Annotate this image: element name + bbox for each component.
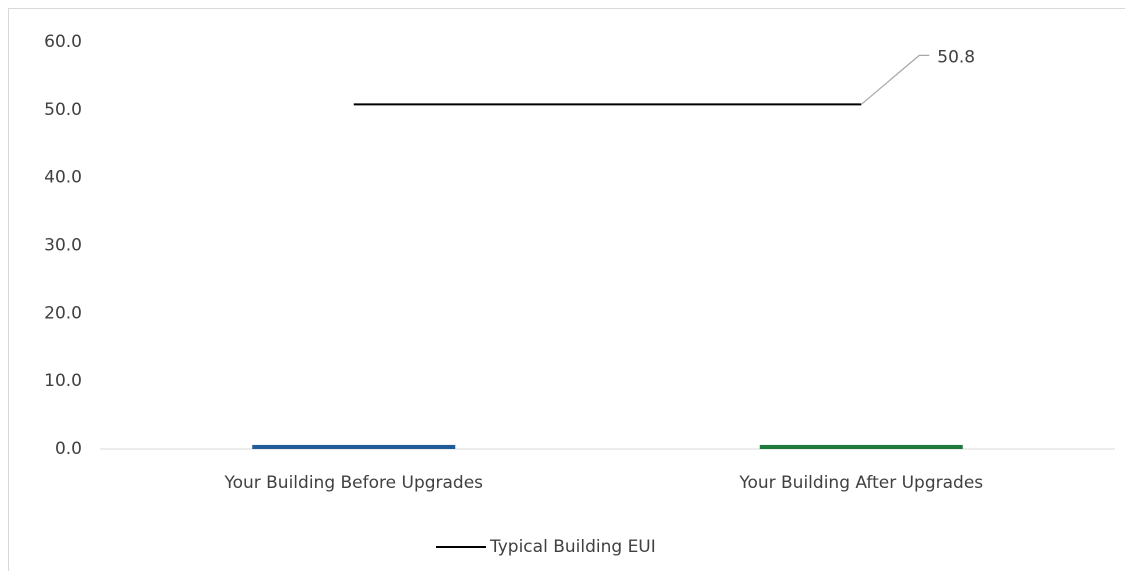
y-tick-label: 30.0: [44, 236, 82, 256]
leader-line: [860, 54, 930, 105]
y-tick-label: 50.0: [44, 100, 82, 120]
y-tick-label: 60.0: [44, 32, 82, 52]
y-tick-label: 40.0: [44, 168, 82, 188]
y-tick-label: 0.0: [55, 439, 82, 459]
bar: [759, 444, 963, 449]
x-tick-label: Your Building Before Upgrades: [223, 473, 483, 493]
legend-label: Typical Building EUI: [489, 537, 656, 557]
y-tick-label: 10.0: [44, 371, 82, 391]
chart-frame: [8, 8, 1125, 571]
data-label: 50.8: [937, 47, 975, 67]
y-tick-label: 20.0: [44, 303, 82, 323]
x-tick-label: Your Building After Upgrades: [738, 473, 983, 493]
bar: [252, 444, 456, 449]
